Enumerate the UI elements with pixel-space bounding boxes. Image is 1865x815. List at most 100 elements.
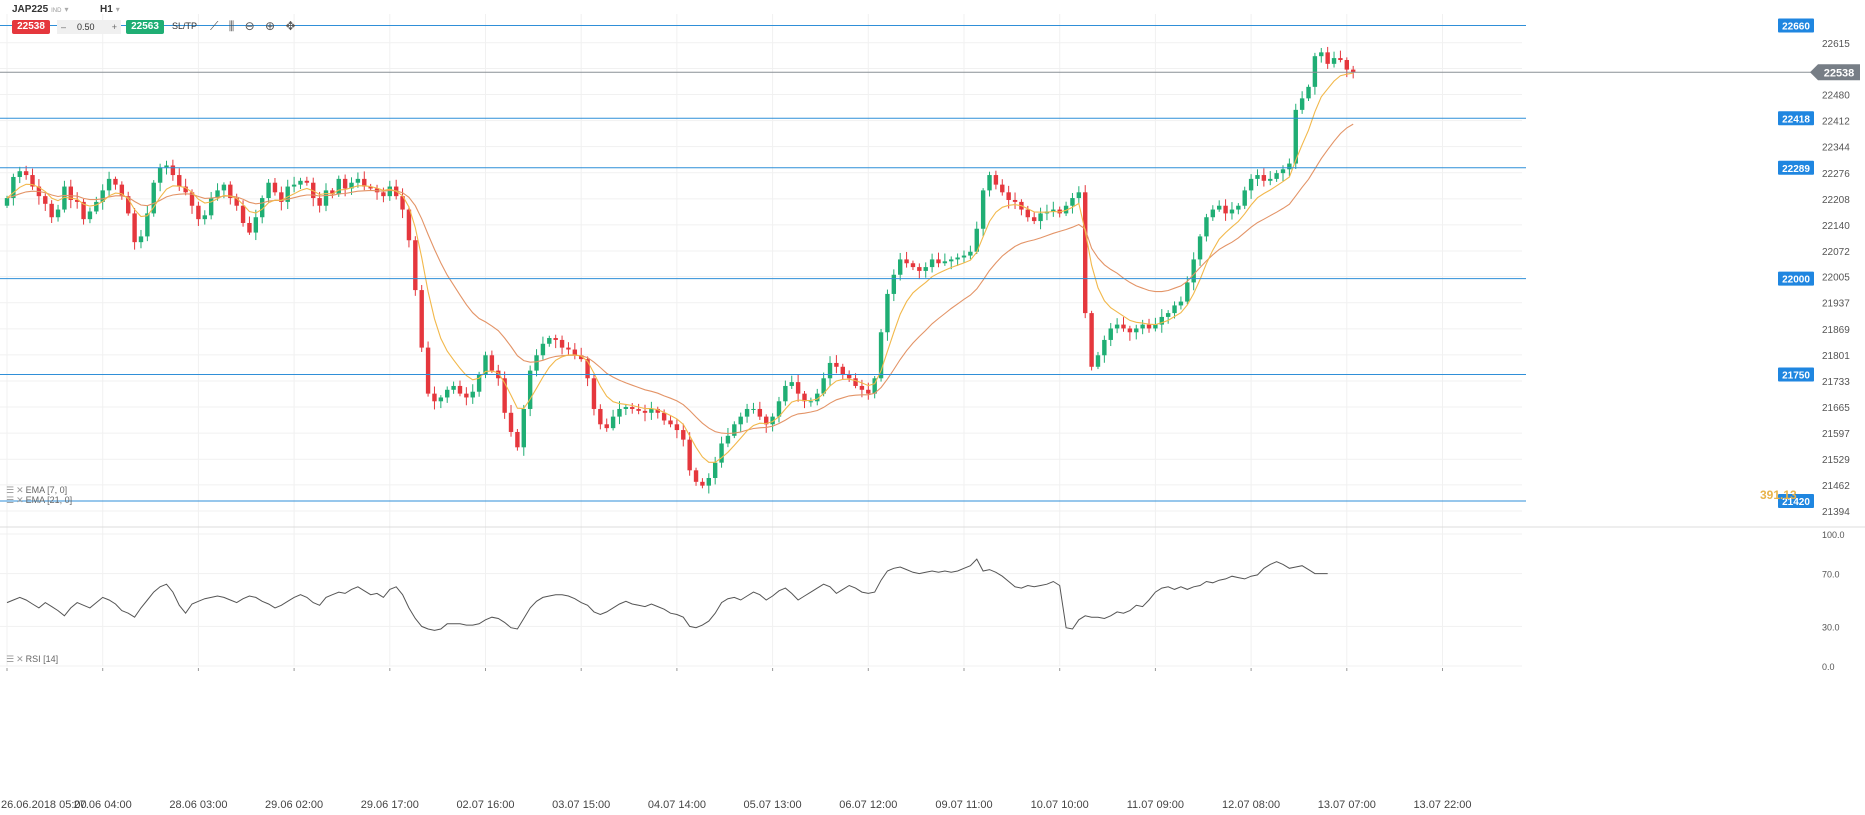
bull-candle	[349, 182, 354, 189]
bull-candle	[221, 184, 227, 191]
bull-candle	[725, 435, 731, 444]
bull-candle	[1312, 56, 1318, 87]
bull-candle	[387, 186, 392, 197]
bull-candle	[253, 217, 259, 233]
bear-candle	[74, 199, 80, 202]
rsi-tick-label: 100.0	[1822, 530, 1845, 540]
bull-candle	[285, 186, 290, 202]
bull-candle	[336, 178, 341, 195]
bear-candle	[802, 393, 807, 402]
bear-candle	[910, 263, 916, 268]
bull-candle	[355, 178, 361, 183]
bull-candle	[961, 255, 967, 258]
bull-candle	[145, 213, 150, 237]
bear-candle	[368, 186, 373, 189]
zoom-out-icon[interactable]: ⊖	[244, 19, 255, 33]
close-icon[interactable]: ✕	[16, 495, 24, 505]
ema-fast-line	[6, 72, 1354, 463]
bull-candle	[1248, 178, 1254, 191]
bear-candle	[279, 192, 284, 202]
bull-candle	[1210, 209, 1216, 218]
bull-candle	[980, 190, 986, 229]
quantity-stepper[interactable]: – 0.50 +	[57, 20, 121, 34]
ema-fast-legend[interactable]: ☰ ✕ EMA [7, 0]	[6, 485, 67, 496]
bull-candle	[1070, 198, 1075, 206]
bear-candle	[508, 412, 514, 432]
timeframe-chevron-icon: ▾	[115, 5, 120, 14]
bull-candle	[827, 362, 833, 379]
bear-candle	[559, 339, 565, 348]
bear-candle	[68, 186, 73, 200]
symbol-selector[interactable]: JAP225 IND ▾	[12, 4, 69, 15]
price-tick-label: 21733	[1822, 377, 1850, 388]
bear-candle	[591, 378, 597, 409]
candles-icon[interactable]: ⫼	[228, 19, 235, 33]
bull-candle	[1095, 355, 1101, 367]
crosshair-icon[interactable]: ✥	[285, 19, 296, 33]
close-icon[interactable]: ✕	[16, 485, 24, 495]
bull-candle	[1274, 173, 1279, 179]
bull-candle	[1178, 301, 1184, 306]
bull-candle	[923, 267, 928, 271]
menu-icon[interactable]: ☰	[6, 495, 15, 505]
bear-candle	[687, 439, 692, 471]
bear-candle	[515, 431, 520, 448]
time-tick-label: 13.07 22:00	[1413, 799, 1471, 811]
menu-icon[interactable]: ☰	[6, 654, 15, 664]
sltp-button[interactable]: SL/TP	[172, 21, 198, 31]
buy-button[interactable]: 22563	[126, 20, 164, 34]
bear-candle	[630, 407, 635, 409]
bull-candle	[106, 178, 112, 191]
level-label: 22000	[1782, 275, 1810, 286]
bear-candle	[859, 385, 865, 390]
bear-candle	[1338, 58, 1343, 61]
bull-candle	[929, 259, 935, 268]
trend-icon[interactable]: ⟋	[210, 19, 219, 33]
bull-candle	[872, 378, 877, 394]
bull-candle	[138, 236, 144, 243]
timeframe-selector[interactable]: H1 ▾	[100, 4, 120, 15]
bull-candle	[1287, 163, 1292, 170]
bull-candle	[202, 215, 207, 220]
bear-candle	[342, 178, 348, 189]
chart-toolbar: JAP225 IND ▾ H1 ▾ 22538 – 0.50 + 22563 SL/T…	[12, 2, 332, 38]
bull-candle	[451, 385, 456, 390]
sell-button[interactable]: 22538	[12, 20, 50, 34]
bear-candle	[936, 259, 941, 264]
level-label: 22418	[1782, 114, 1810, 125]
price-tick-label: 22072	[1822, 247, 1850, 258]
bull-candle	[547, 338, 552, 344]
bull-candle	[719, 443, 724, 463]
bull-candle	[1038, 213, 1043, 222]
plus-icon[interactable]: +	[111, 22, 117, 32]
bull-candle	[1306, 86, 1311, 99]
bull-candle	[783, 385, 788, 402]
bear-candle	[400, 196, 405, 210]
rsi-legend[interactable]: ☰ ✕ RSI [14]	[6, 654, 58, 665]
rsi-tick-label: 0.0	[1822, 662, 1835, 672]
bear-candle	[566, 347, 571, 350]
level-label-bg	[1778, 271, 1814, 286]
quantity-value[interactable]: 0.50	[77, 22, 95, 32]
bull-candle	[1197, 236, 1203, 260]
bull-candle	[1236, 205, 1241, 210]
bear-candle	[272, 182, 278, 193]
bear-candle	[177, 175, 182, 187]
zoom-in-icon[interactable]: ⊕	[265, 19, 276, 33]
bull-candle	[87, 211, 93, 220]
bull-candle	[942, 261, 948, 264]
bull-candle	[987, 175, 992, 191]
price-tick-label: 22344	[1822, 143, 1850, 154]
bear-candle	[170, 165, 176, 176]
minus-icon[interactable]: –	[61, 22, 67, 32]
bull-candle	[1217, 205, 1222, 210]
ema-slow-legend[interactable]: ☰ ✕ EMA [21, 0]	[6, 495, 72, 506]
bull-candle	[1255, 175, 1260, 179]
level-label: 22660	[1782, 22, 1810, 33]
bull-candle	[470, 391, 475, 398]
bull-candle	[540, 343, 546, 356]
close-icon[interactable]: ✕	[16, 654, 24, 664]
menu-icon[interactable]: ☰	[6, 485, 15, 495]
bear-candle	[681, 430, 686, 440]
